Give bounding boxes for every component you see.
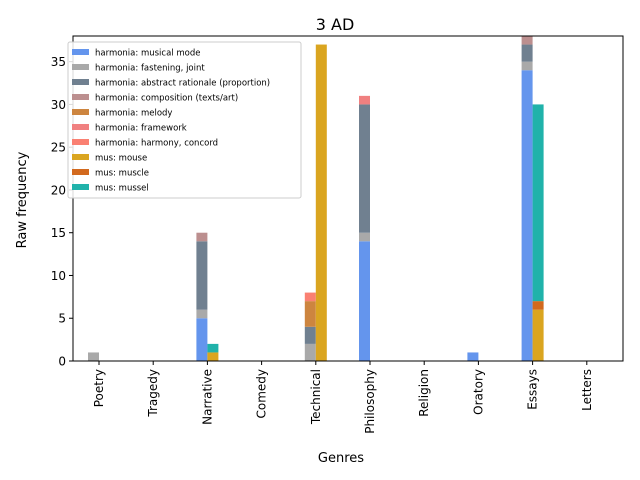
bar-segment [359,232,370,242]
bar-segment [196,318,208,361]
bar-segment [521,36,533,45]
bar-segment [304,301,316,327]
legend-box [67,41,302,199]
legend-swatch [72,94,89,100]
x-axis: Poetry Tragedy Narrative Comedy Technical Phi… [92,361,594,434]
legend-label: mus: mouse [95,154,147,164]
legend-label: harmonia: abstract rationale (proportion… [95,79,270,89]
legend-label: harmonia: framework [95,124,187,134]
y-tick-label: 25 [51,141,66,155]
bar-segment [196,309,208,319]
bar-segment [196,232,208,242]
bar-segment [196,241,208,310]
bar-segment [467,352,479,361]
legend: harmonia: musical mode harmonia: fastenin… [67,41,302,199]
bar-segment [521,70,533,362]
legend-swatch [72,124,89,130]
bar-segment [521,44,533,62]
y-tick-label: 35 [51,55,66,69]
bar-segment [532,301,544,310]
legend-swatch [72,169,89,175]
y-axis: 0 5 10 15 20 25 30 35 [51,55,73,369]
bar-segment [359,104,370,233]
y-tick-label: 5 [58,312,66,326]
legend-label: harmonia: melody [95,109,172,119]
bar-segment [521,61,533,71]
x-tick-label: Technical [309,369,323,425]
bar-segment [315,44,327,362]
y-tick-label: 0 [58,355,66,369]
legend-label: mus: mussel [95,184,149,194]
legend-label: harmonia: musical mode [95,49,200,59]
bar-segment [304,292,316,302]
legend-swatch [72,184,89,190]
bar-segment [207,352,219,361]
legend-swatch [72,64,89,70]
x-tick-label: Letters [580,369,594,411]
legend-swatch [72,49,89,55]
chart-title: 3 AD [316,15,355,34]
y-axis-label: Raw frequency [15,151,30,248]
x-tick-label: Narrative [200,369,214,425]
bar-segment [359,95,370,105]
bar-segment [304,326,316,344]
bar-segment [532,104,544,302]
x-tick-label: Philosophy [363,369,377,434]
legend-swatch [72,139,89,145]
bar-segment [304,343,316,361]
legend-swatch [72,154,89,160]
y-tick-label: 30 [51,98,66,112]
y-tick-label: 10 [51,269,66,283]
y-tick-label: 20 [51,183,66,197]
x-axis-label: Genres [318,451,364,466]
legend-label: harmonia: composition (texts/art) [95,94,238,104]
legend-label: harmonia: harmony, concord [95,139,218,149]
y-tick-label: 15 [51,226,66,240]
legend-label: mus: muscle [95,169,149,179]
bar-segment [532,309,544,361]
x-tick-label: Tragedy [146,369,160,418]
x-tick-label: Essays [526,369,540,410]
bars-layer [88,36,544,362]
legend-swatch [72,109,89,115]
legend-label: harmonia: fastening, joint [95,64,205,74]
legend-swatch [72,79,89,85]
bar-segment [359,241,370,361]
x-tick-label: Poetry [92,369,106,407]
x-tick-label: Oratory [471,369,485,415]
bar-segment [88,352,99,361]
bar-segment [207,343,219,353]
x-tick-label: Religion [417,369,431,417]
x-tick-label: Comedy [255,369,269,419]
